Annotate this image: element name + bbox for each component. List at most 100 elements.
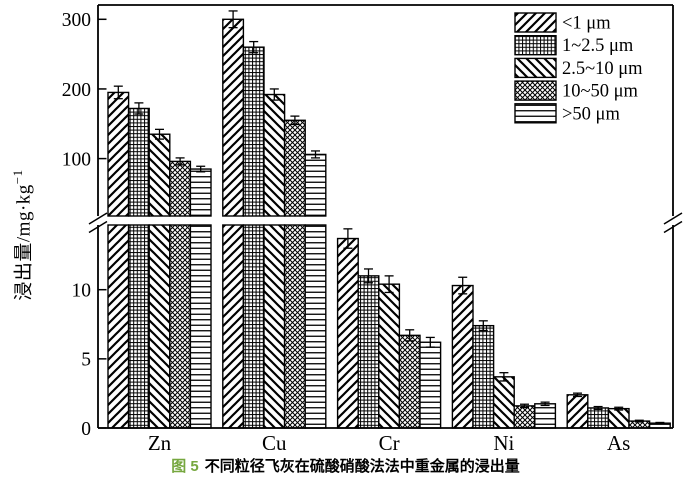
- legend-item-1: <1 μm: [514, 12, 611, 34]
- legend-item-2: 1~2.5 μm: [514, 35, 634, 56]
- error-bar-As-series1: [573, 392, 582, 398]
- error-bar-Zn-series3: [155, 128, 164, 140]
- error-bar-Cr-series4: [405, 329, 415, 342]
- error-bar-As-series5: [655, 421, 665, 425]
- legend-swatch-grid: [514, 35, 557, 56]
- bar-upper-Cu-series5: [304, 153, 327, 217]
- error-bar-As-series3: [614, 406, 624, 411]
- y-tick-label: 300: [62, 10, 91, 31]
- bar-upper-Zn-series3: [148, 133, 171, 217]
- bar-upper-Cu-series2: [242, 46, 265, 217]
- bar-As-series3: [607, 407, 630, 429]
- error-bar-Cu-series4: [290, 115, 300, 126]
- y-axis-label-text: 浸出量/mg·kg: [13, 184, 35, 301]
- bar-chart: 100 200 300 0 5 10 Zn Cu Cr Ni As <1 μm1~2.5 μm 2.5~…: [62, 4, 683, 455]
- y-tick-label: 0: [81, 419, 91, 440]
- error-bar-Cu-series5: [311, 150, 320, 159]
- bar-upper-Zn-series4: [169, 160, 192, 217]
- bar-Zn-series3: [148, 224, 171, 429]
- axis-break-right: [663, 212, 683, 225]
- error-bar-Zn-series5: [196, 165, 206, 173]
- error-bar-As-series2: [593, 405, 603, 410]
- bar-As-series2: [587, 407, 610, 429]
- y-tick-label: 100: [62, 149, 91, 170]
- bar-Cr-series4: [398, 334, 421, 429]
- x-category-label-Cr: Cr: [379, 431, 400, 455]
- bar-Zn-series5: [189, 224, 212, 429]
- bar-Cr-series2: [357, 275, 380, 429]
- error-bar-Cu-series3: [269, 88, 279, 101]
- bar-Zn-series4: [169, 224, 192, 429]
- error-bar-Zn-series4: [175, 157, 185, 166]
- bar-upper-Cu-series4: [283, 119, 306, 217]
- bar-Cr-series3: [378, 283, 401, 429]
- figure-caption-text: 不同粒径飞灰在硫酸硝酸法法中重金属的浸出量: [204, 458, 520, 475]
- bar-upper-Zn-series2: [127, 107, 150, 217]
- bar-As-series1: [566, 394, 589, 429]
- legend: <1 μm1~2.5 μm 2.5~10 μm 10~50 μm>50 μm: [514, 12, 643, 124]
- bar-Ni-series5: [534, 403, 557, 429]
- legend-item-4: 10~50 μm: [514, 80, 639, 102]
- bar-upper-Zn-series5: [189, 168, 212, 217]
- bar-Ni-series2: [472, 324, 495, 429]
- error-bar-Ni-series1: [458, 276, 468, 295]
- error-bar-Ni-series4: [520, 403, 529, 409]
- bar-Cu-series4: [283, 224, 306, 429]
- x-category-label-Cu: Cu: [262, 431, 287, 455]
- legend-label: 1~2.5 μm: [562, 36, 634, 56]
- bar-Zn-series2: [127, 224, 150, 429]
- bar-upper-Zn-series1: [107, 91, 130, 217]
- bar-Ni-series4: [513, 405, 536, 429]
- x-category-label-As: As: [607, 431, 630, 455]
- axis-break-left: [88, 220, 108, 234]
- y-tick-label: 10: [72, 281, 92, 302]
- x-category-labels: Zn Cu Cr Ni As: [148, 431, 631, 455]
- legend-swatch-diagonal-forward: [514, 12, 557, 33]
- bar-Cu-series2: [242, 224, 265, 429]
- bar-Cu-series3: [263, 224, 286, 429]
- y-axis-label: 浸出量/mg·kg−1: [9, 169, 36, 300]
- bar-Cr-series1: [336, 237, 359, 429]
- axis-break-right: [663, 220, 683, 234]
- error-bar-Zn-series2: [134, 102, 144, 115]
- legend-swatch-horizontal: [514, 103, 557, 124]
- error-bar-As-series4: [634, 419, 644, 423]
- bar-Zn-series1: [107, 224, 130, 429]
- legend-label: >50 μm: [562, 104, 620, 124]
- error-bar-Cr-series1: [343, 228, 353, 249]
- x-category-label-Zn: Zn: [148, 431, 172, 455]
- figure-caption: 图 5 不同粒径飞灰在硫酸硝酸法法中重金属的浸出量: [0, 455, 691, 476]
- error-bar-Ni-series5: [540, 401, 550, 407]
- error-bar-Cr-series5: [425, 336, 435, 348]
- error-bar-Ni-series3: [499, 372, 509, 382]
- error-bar-Cr-series2: [364, 268, 373, 284]
- error-bar-Ni-series2: [478, 320, 488, 332]
- axis-break-marks: [88, 212, 683, 234]
- bar-Cu-series1: [222, 224, 245, 429]
- error-bar-Cu-series2: [249, 40, 259, 54]
- y-tick-label: 5: [81, 350, 91, 371]
- legend-label: 10~50 μm: [562, 82, 639, 102]
- legend-item-5: >50 μm: [514, 103, 620, 124]
- bar-Ni-series1: [451, 284, 474, 429]
- legend-label: <1 μm: [562, 14, 611, 34]
- y-ticks-group: 100 200 300 0 5 10: [62, 10, 107, 440]
- legend-swatch-diagonal-cross: [514, 80, 557, 101]
- bar-Ni-series3: [492, 376, 515, 429]
- legend-label: 2.5~10 μm: [562, 59, 643, 79]
- axes-group: [97, 4, 674, 429]
- legend-item-3: 2.5~10 μm: [514, 57, 643, 79]
- figure-number: 图 5: [171, 458, 199, 475]
- bar-Cu-series5: [304, 224, 327, 429]
- y-tick-label: 200: [62, 80, 91, 101]
- error-bar-Cr-series3: [384, 275, 394, 294]
- legend-swatch-diagonal-backward: [514, 57, 557, 79]
- y-axis-label-superscript: −1: [10, 169, 26, 185]
- bar-upper-Cu-series1: [222, 18, 245, 217]
- error-bar-Cu-series1: [228, 10, 238, 29]
- axis-break-left: [88, 212, 108, 225]
- bar-Cr-series5: [419, 341, 442, 429]
- error-bar-Zn-series1: [113, 85, 123, 100]
- x-category-label-Ni: Ni: [493, 431, 514, 455]
